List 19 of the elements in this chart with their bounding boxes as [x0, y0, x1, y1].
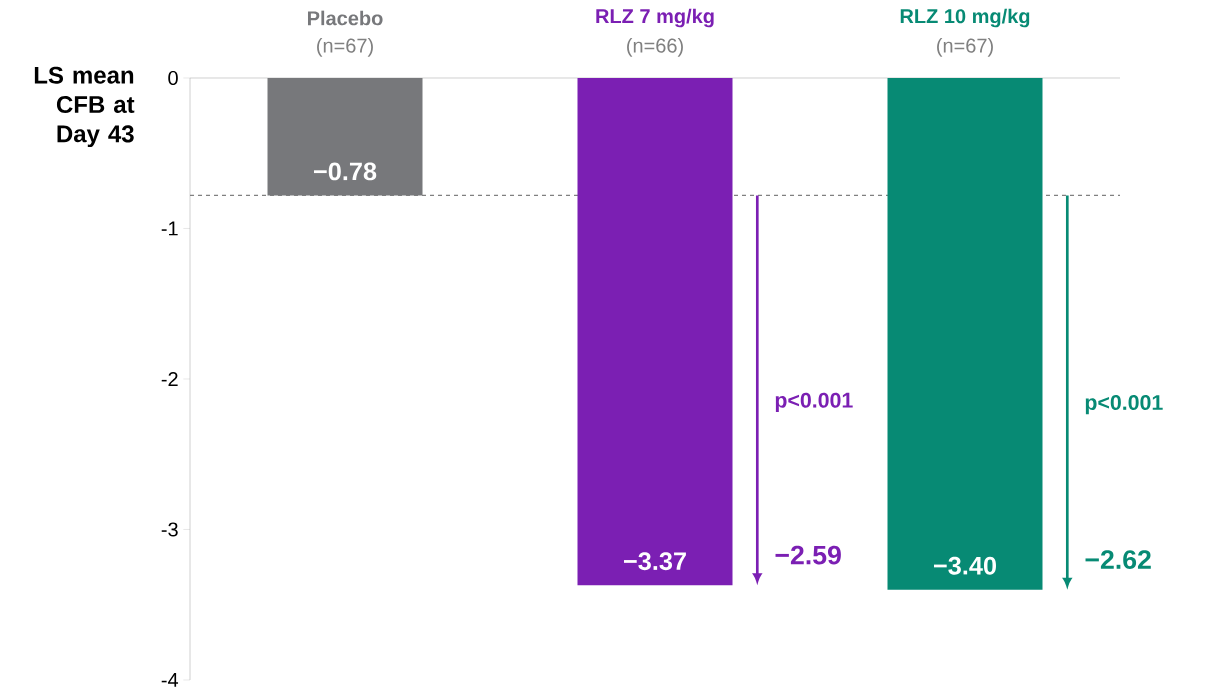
annotation: p<0.001 [1085, 394, 1163, 415]
text: (n=67) [937, 38, 993, 57]
text: (n=66) [627, 38, 683, 57]
y-axis-title: LS mean CFB at Day 43 [34, 66, 135, 148]
y-tick-label: -4 [161, 673, 179, 687]
y-tick-label: -1 [161, 221, 178, 236]
y-tick-label: 0 [168, 70, 178, 86]
text: (n=67) [317, 38, 373, 57]
data-label: −3.40 [934, 556, 997, 575]
y-tick-label: -3 [161, 522, 178, 537]
x-tick-label: RLZ 7 mg/kg [596, 8, 714, 28]
y-tick-label: -2 [161, 372, 178, 386]
data-label: −3.37 [624, 552, 686, 571]
annotation: p<0.001 [775, 392, 853, 412]
x-tick-label: Placebo [307, 10, 383, 26]
annotation: −2.59 [775, 545, 841, 565]
data-label: −0.78 [314, 162, 377, 181]
annotation: −2.62 [1085, 550, 1151, 570]
x-tick-label: RLZ 10 mg/kg [900, 8, 1030, 28]
